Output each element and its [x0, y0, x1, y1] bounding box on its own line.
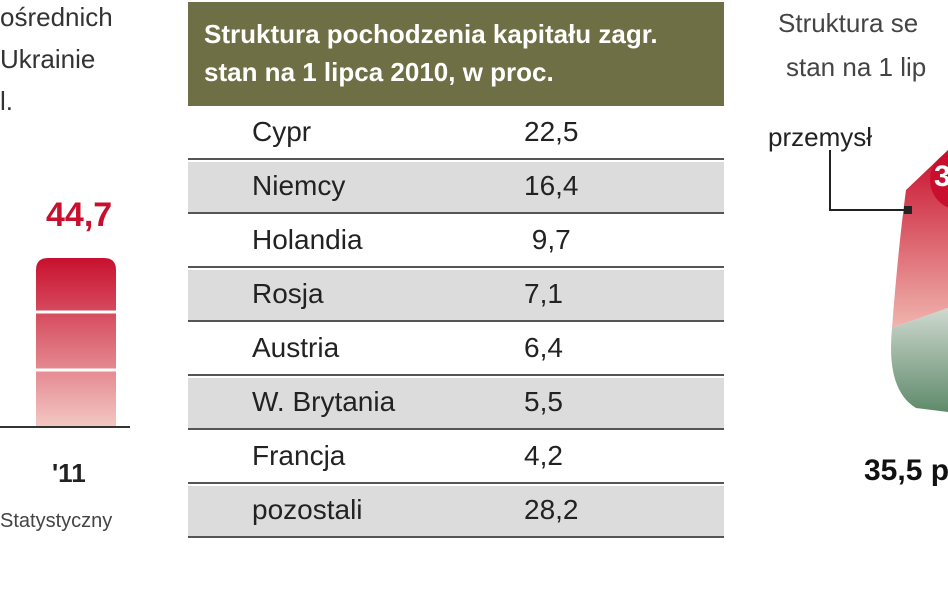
right-pie-chart [829, 150, 948, 412]
value-cell: 28,2 [524, 494, 579, 525]
table-row: Niemcy 16,4 [188, 162, 724, 214]
country-cell: Francja [252, 440, 346, 471]
table-header: Struktura pochodzenia kapitału zagr. sta… [188, 2, 724, 106]
value-cell: 6,4 [524, 332, 563, 363]
table-row: Francja 4,2 [188, 432, 724, 484]
source-label: Statystyczny [0, 510, 113, 532]
country-cell: pozostali [252, 494, 363, 525]
pie-slice-value-badge [930, 152, 948, 208]
table-title-line-1: Struktura pochodzenia kapitału zagr. [204, 19, 658, 49]
table-row: Austria 6,4 [188, 324, 724, 376]
bottom-value: 35,5 p [864, 454, 948, 487]
leader-line [829, 150, 906, 211]
country-cell: Niemcy [252, 170, 346, 201]
table-row: Cypr 22,5 [188, 108, 724, 160]
segment-value-fragment: 3 [934, 160, 948, 193]
left-bar-chart [0, 258, 130, 428]
value-cell: 22,5 [524, 116, 579, 147]
leader-marker [904, 206, 912, 214]
country-cell: Rosja [252, 278, 324, 309]
value-cell: 16,4 [524, 170, 579, 201]
country-cell: Austria [252, 332, 340, 363]
table-title-line-2: stan na 1 lipca 2010, w proc. [204, 57, 554, 87]
value-cell: 5,5 [524, 386, 563, 417]
bar-value-label: 44,7 [46, 196, 113, 234]
value-cell: 4,2 [524, 440, 563, 471]
left-title-line-1: ośrednich [0, 2, 113, 32]
year-label: '11 [52, 458, 86, 488]
country-cell: Holandia [252, 224, 363, 255]
table-row: Holandia 9,7 [188, 216, 724, 268]
country-cell: W. Brytania [252, 386, 396, 417]
bar-2011 [36, 258, 116, 428]
pie-slice-other [891, 308, 948, 412]
table-row: W. Brytania 5,5 [188, 378, 724, 430]
right-title-line-2: stan na 1 lip [786, 52, 927, 82]
table-row: Rosja 7,1 [188, 270, 724, 322]
value-cell: 7,1 [524, 278, 563, 309]
right-title-line-1: Struktura se [778, 8, 919, 38]
left-title-line-2: Ukrainie [0, 44, 96, 74]
country-cell: Cypr [252, 116, 312, 147]
value-cell: 9,7 [524, 224, 571, 255]
segment-label: przemysł [768, 122, 873, 152]
left-title-line-3: l. [0, 86, 13, 116]
table-row: pozostali 28,2 [188, 486, 724, 538]
